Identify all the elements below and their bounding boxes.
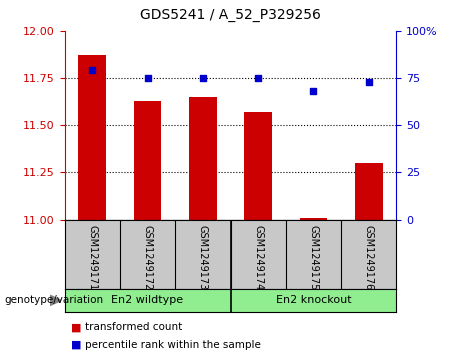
Text: GSM1249171: GSM1249171: [87, 225, 97, 290]
Text: genotype/variation: genotype/variation: [5, 295, 104, 305]
Text: GSM1249175: GSM1249175: [308, 225, 319, 290]
Bar: [134, 101, 161, 220]
Text: GSM1249172: GSM1249172: [142, 225, 153, 290]
Text: GSM1249174: GSM1249174: [253, 225, 263, 290]
Bar: [300, 218, 327, 220]
Text: ■: ■: [71, 322, 82, 333]
Text: GDS5241 / A_52_P329256: GDS5241 / A_52_P329256: [140, 8, 321, 21]
Polygon shape: [50, 295, 61, 306]
Text: GSM1249173: GSM1249173: [198, 225, 208, 290]
Point: [89, 68, 96, 73]
Point: [365, 79, 372, 85]
Bar: [355, 163, 383, 220]
Text: En2 wildtype: En2 wildtype: [112, 295, 183, 305]
Bar: [189, 97, 217, 220]
Text: ■: ■: [71, 340, 82, 350]
Point: [310, 88, 317, 94]
Bar: [244, 112, 272, 220]
Text: percentile rank within the sample: percentile rank within the sample: [85, 340, 261, 350]
Point: [144, 75, 151, 81]
Text: En2 knockout: En2 knockout: [276, 295, 351, 305]
Text: GSM1249176: GSM1249176: [364, 225, 374, 290]
Text: transformed count: transformed count: [85, 322, 183, 333]
Bar: [78, 56, 106, 220]
Point: [254, 75, 262, 81]
Point: [199, 75, 207, 81]
